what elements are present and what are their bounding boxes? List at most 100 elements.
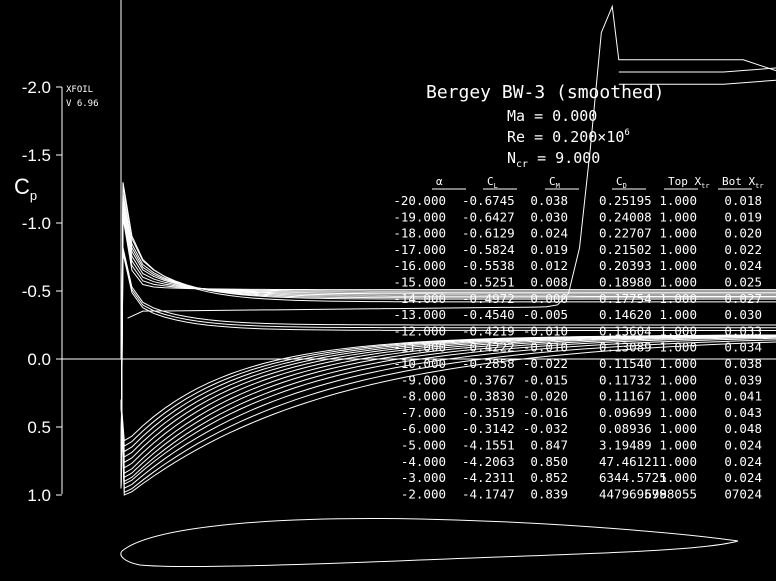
table-cell: 1.000 [659,275,697,290]
table-cell: 0.839 [530,486,568,501]
table-cell: 1.000 [659,372,697,387]
table-cell: 0.030 [724,307,762,322]
airfoil-outline [121,519,738,567]
table-cell: -0.3142 [462,421,515,436]
table-header: CL [487,175,498,190]
table-cell: -0.5824 [462,242,515,257]
table-cell: 1.000 [659,242,697,257]
table-cell: -4.2311 [462,470,515,485]
y-tick-label: 1.0 [27,486,51,505]
table-cell: -0.5538 [462,258,515,273]
table-cell: 0.17754 [599,291,652,306]
table-cell: 07024 [724,486,762,501]
table-cell: 0.008 [530,275,568,290]
table-cell: 0.038 [530,193,568,208]
table-cell: 0.11732 [599,372,652,387]
table-cell: 0.020 [724,226,762,241]
table-header: Bot Xtr [722,175,764,190]
table-cell: 0.14620 [599,307,652,322]
table-cell: 0.24008 [599,209,652,224]
table-cell: -17.000 [393,242,446,257]
table-cell: 0.024 [724,470,762,485]
app-name: XFOIL [66,85,93,95]
table-header: CD [616,175,627,190]
table-cell: 0.022 [724,242,762,257]
ncrit: Ncr = 9.000 [507,149,600,170]
table-cell: 6344.5725 [599,470,667,485]
y-tick-label: 0.0 [27,350,51,369]
table-cell: 0.025 [724,275,762,290]
table-cell: 0.019 [724,209,762,224]
table-cell: -13.000 [393,307,446,322]
table-cell: 0.048 [724,421,762,436]
table-cell: 1.000 [659,291,697,306]
reynolds-number: Re = 0.200×106 [507,128,630,146]
table-cell: 0.11540 [599,356,652,371]
chart-title: Bergey BW-3 (smoothed) [426,82,664,103]
table-cell: -0.6745 [462,193,515,208]
y-ticks: -2.0 -1.5 -1.0 -0.5 0.0 0.5 1.0 [22,78,62,505]
table-header: α [436,175,443,188]
table-cell: -7.000 [401,405,446,420]
table-cell: 0.09699 [599,405,652,420]
table-cell: -0.5251 [462,275,515,290]
mach-number: Ma = 0.000 [507,107,597,125]
table-cell: 0.030 [530,209,568,224]
table-cell: 0.22707 [599,226,652,241]
table-cell: 0.25195 [599,193,652,208]
table-cell: 1.000 [659,421,697,436]
table-cell: -0.016 [523,405,568,420]
table-cell: 0.847 [530,438,568,453]
separated-cp-line [619,68,776,72]
table-cell: -0.015 [523,372,568,387]
table-cell: 0.850 [530,454,568,469]
y-tick-label: -1.5 [22,146,51,165]
table-cell: -20.000 [393,193,446,208]
table-cell: 0.041 [724,389,762,404]
table-cell: 0.18980 [599,275,652,290]
table-cell: 0.024 [724,258,762,273]
table-cell: 0.13089 [599,340,652,355]
table-cell: -8.000 [401,389,446,404]
table-cell: 1.000 [659,193,697,208]
table-cell: 1.000 [659,307,697,322]
table-cell: -0.2858 [462,356,515,371]
table-cell: -0.3519 [462,405,515,420]
table-cell: -18.000 [393,226,446,241]
table-cell: 0.027 [724,291,762,306]
table-cell: -15.000 [393,275,446,290]
table-cell: 0.13604 [599,323,652,338]
table-cell: 1.000 [659,258,697,273]
table-cell: 0.038 [724,356,762,371]
y-tick-label: -0.5 [22,282,51,301]
table-cell: 1.000 [659,389,697,404]
table-cell: 1.000 [659,226,697,241]
table-cell: 0.043 [724,405,762,420]
table-cell: -14.000 [393,291,446,306]
table-cell: -0.020 [523,389,568,404]
table-cell: 0.019 [530,242,568,257]
table-cell: -10.000 [393,356,446,371]
table-cell: -0.010 [523,340,568,355]
table-cell: 0.033 [724,323,762,338]
table-cell: -0.032 [523,421,568,436]
table-cell: -12.000 [393,323,446,338]
y-axis-label: Cp [14,174,37,203]
table-cell: -0.4219 [462,323,515,338]
table-cell: -16.000 [393,258,446,273]
table-cell: 1.000 [659,323,697,338]
table-cell: 47.46121 [599,454,659,469]
table-cell: -19.000 [393,209,446,224]
app-version: V 6.96 [66,99,99,109]
table-cell: 0.039 [724,372,762,387]
table-cell: 0.024 [530,226,568,241]
table-cell: 6988055 [644,486,697,501]
table-cell: -4.000 [401,454,446,469]
table-cell: 0.018 [724,193,762,208]
table-cell: 1.000 [659,470,697,485]
table-cell: -0.6129 [462,226,515,241]
table-cell: 1.000 [659,438,697,453]
table-cell: -4.1551 [462,438,515,453]
table-cell: -0.6427 [462,209,515,224]
